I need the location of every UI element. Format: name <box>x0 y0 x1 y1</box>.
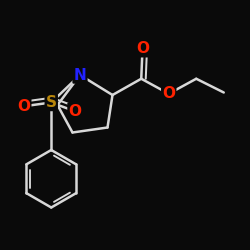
Text: O: O <box>68 104 82 119</box>
Text: O: O <box>162 86 175 101</box>
Text: N: N <box>74 68 86 82</box>
Text: O: O <box>136 41 149 56</box>
Text: S: S <box>46 95 57 110</box>
Text: O: O <box>17 99 30 114</box>
